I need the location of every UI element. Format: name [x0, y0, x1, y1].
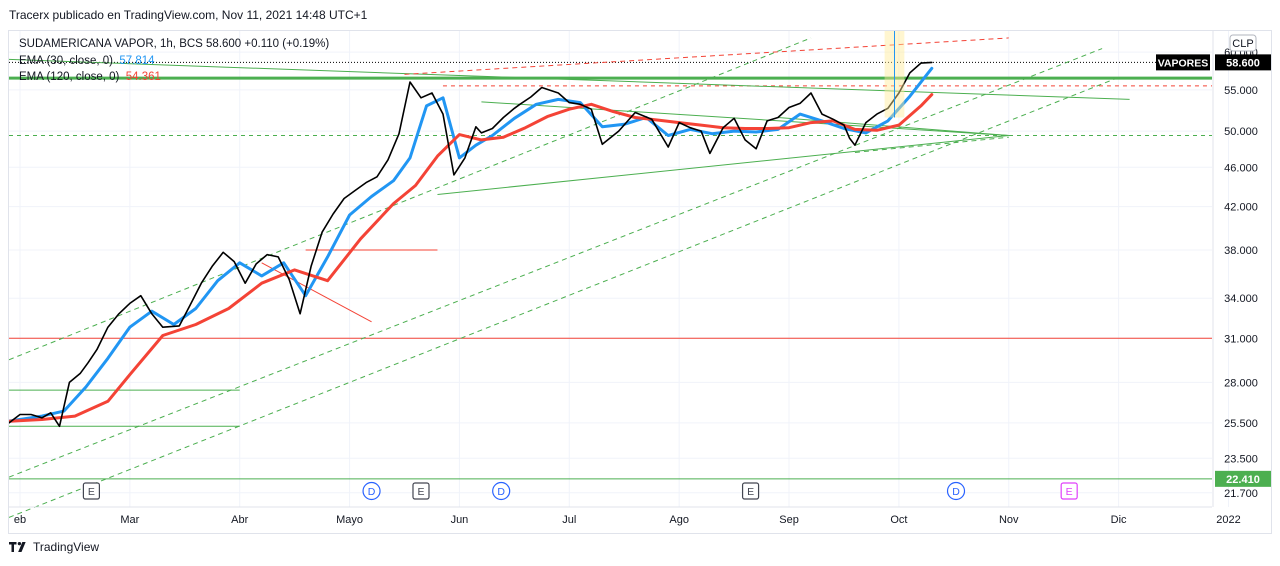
trend-line [9, 76, 1119, 518]
trend-line [404, 37, 1009, 75]
y-tick-label: 25.500 [1224, 418, 1258, 430]
trend-line [854, 136, 1009, 153]
currency-button-box [1229, 34, 1257, 52]
series-line [9, 93, 934, 423]
drawing-tools[interactable] [9, 37, 1212, 518]
dividend-circle [492, 481, 511, 501]
dividend-letter: D [368, 486, 376, 498]
series [9, 61, 934, 428]
x-tick-label: Nov [999, 514, 1019, 526]
currency-button[interactable]: CLP [1229, 34, 1257, 52]
symbol-tag [1156, 54, 1210, 71]
trend-line [9, 48, 1103, 478]
dividend-marker[interactable]: D [946, 481, 966, 501]
price-chart[interactable]: eb Mar Abr Mayo Jun Jul Ago Sep Oct Nov Dic 202260.… [9, 31, 1273, 535]
level-tag-value: 22.410 [1226, 474, 1260, 486]
trend-line [437, 134, 1009, 195]
trend-line [481, 101, 1009, 136]
symbol-line: SUDAMERICANA VAPOR, 1h, BCS 58.600 +0.11… [19, 38, 330, 50]
y-tick-label: 50.000 [1224, 126, 1258, 138]
trend-line [9, 58, 1130, 100]
x-tick-label: eb [14, 514, 26, 526]
y-tick-label: 38.000 [1224, 245, 1258, 257]
earnings-box [1060, 482, 1078, 500]
y-tick-label: 31.000 [1224, 333, 1258, 345]
level-tag [1215, 470, 1271, 487]
y-tick-label: 23.500 [1224, 453, 1258, 465]
earnings-letter: E [747, 486, 754, 498]
y-tick-label: 42.000 [1224, 202, 1258, 214]
ema30-label: EMA (30, close, 0) [19, 54, 113, 67]
symbol-tag-label: VAPORES [1158, 57, 1209, 69]
ema30-value: 57.814 [119, 54, 155, 67]
dividend-circle [946, 481, 966, 501]
tradingview-logo[interactable]: TradingView [9, 540, 99, 554]
last-price-value: 58.600 [1226, 57, 1260, 69]
overlays: 11.583 (22.49%) 11583VAPORES58.60022.410… [884, 31, 1271, 487]
grid [9, 31, 1229, 507]
ema120-label: EMA (120, close, 0) [19, 71, 120, 83]
x-tick-label: Dic [1111, 514, 1127, 526]
y-tick-label: 34.000 [1224, 293, 1258, 305]
legend-ema30[interactable]: EMA (30, close, 0) 57.814 [19, 53, 329, 70]
x-tick-label: Sep [779, 514, 799, 526]
earnings-marker[interactable]: E [741, 482, 760, 500]
trend-line [9, 37, 812, 361]
tradingview-logo-text: TradingView [33, 540, 100, 554]
x-tick-label: Mayo [336, 514, 363, 526]
dividend-letter: D [952, 486, 960, 498]
y-tick-label: 28.000 [1224, 377, 1258, 389]
x-tick-label: Jun [451, 514, 469, 526]
x-tick-label: Oct [890, 514, 907, 526]
chart-legend: SUDAMERICANA VAPOR, 1h, BCS 58.600 +0.11… [19, 36, 329, 86]
y-tick-label: 21.700 [1224, 488, 1258, 500]
trend-line [261, 262, 372, 323]
dividend-marker[interactable]: D [362, 481, 381, 501]
earnings-box [412, 482, 430, 500]
dividend-marker[interactable]: D [492, 481, 511, 501]
chart-header: Tracerx publicado en TradingView.com, No… [0, 0, 1280, 30]
last-price-tag [1215, 54, 1271, 71]
y-tick-label: 46.000 [1224, 162, 1258, 174]
earnings-marker[interactable]: E [1060, 482, 1078, 500]
dividend-letter: D [497, 486, 505, 498]
earnings-letter: E [1066, 486, 1073, 498]
earnings-marker[interactable]: E [412, 482, 430, 500]
legend-symbol: SUDAMERICANA VAPOR, 1h, BCS 58.600 +0.11… [19, 36, 329, 53]
earnings-box [82, 482, 100, 500]
y-tick-label: 55.000 [1224, 85, 1258, 97]
currency-button-label: CLP [1232, 38, 1253, 50]
axes: eb Mar Abr Mayo Jun Jul Ago Sep Oct Nov Dic 202260.… [9, 31, 1258, 526]
x-tick-label: Abr [231, 514, 248, 526]
x-tick-label: Ago [669, 514, 689, 526]
earnings-marker[interactable]: E [82, 482, 100, 500]
dividend-circle [362, 481, 381, 501]
tradingview-logo-icon [9, 542, 26, 552]
x-tick-label: Jul [562, 514, 576, 526]
earnings-letter: E [417, 486, 424, 498]
publication-info: Tracerx publicado en TradingView.com, No… [9, 8, 368, 22]
series-line [9, 66, 934, 423]
chart-frame[interactable]: eb Mar Abr Mayo Jun Jul Ago Sep Oct Nov Dic 2022 60.… [8, 30, 1272, 534]
ema120-value: 54.361 [125, 71, 161, 83]
legend-ema120[interactable]: EMA (120, close, 0) 54.361 [19, 69, 329, 86]
x-tick-label: 2022 [1216, 514, 1240, 526]
x-tick-label: Mar [120, 514, 139, 526]
earnings-letter: E [88, 486, 95, 498]
earnings-box [741, 482, 760, 500]
series-line [9, 61, 933, 428]
